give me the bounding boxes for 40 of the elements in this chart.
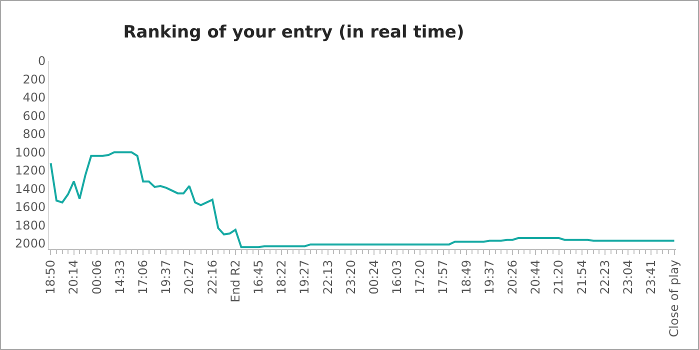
x-tick-label: 21:54 xyxy=(574,260,589,294)
x-tick-label: 18:50 xyxy=(44,260,58,294)
x-tick-label: 22:13 xyxy=(320,260,335,294)
x-tick-label: 21:20 xyxy=(552,260,566,294)
x-tick-label: 23:04 xyxy=(620,260,635,294)
y-tick-label: 400 xyxy=(22,90,46,105)
x-tick-label: 19:37 xyxy=(159,260,174,294)
x-tick-label: 20:27 xyxy=(182,260,196,294)
x-tick-label: 14:33 xyxy=(112,260,127,294)
x-tick-label: 18:49 xyxy=(459,260,474,294)
x-tick-label: 23:41 xyxy=(644,260,658,294)
y-tick-label: 1800 xyxy=(15,218,46,232)
y-tick-label: 0 xyxy=(38,54,46,68)
x-tick-label: Close of play xyxy=(667,260,682,338)
x-tick-label: End R2 xyxy=(228,260,242,302)
y-tick-label: 600 xyxy=(22,108,46,123)
x-tick-label: 00:24 xyxy=(366,260,381,294)
x-tick-label: 20:44 xyxy=(528,260,543,294)
x-tick-label: 00:06 xyxy=(90,260,104,294)
y-tick-label: 1200 xyxy=(15,164,46,178)
y-tick-label: 1600 xyxy=(15,200,46,214)
x-tick-label: 20:14 xyxy=(66,260,81,294)
y-tick-label: 800 xyxy=(22,127,46,142)
x-tick-label: 16:45 xyxy=(251,260,266,294)
x-tick-label: 19:37 xyxy=(482,260,496,294)
x-tick-label: 23:20 xyxy=(344,260,358,294)
x-tick-label: 16:03 xyxy=(390,260,404,294)
y-tick-label: 1000 xyxy=(15,145,46,160)
x-tick-label: 18:22 xyxy=(274,260,289,294)
x-tick-label: 22:23 xyxy=(598,260,612,294)
y-tick-label: 200 xyxy=(22,72,46,86)
x-tick-label: 17:06 xyxy=(136,260,150,294)
x-tick-label: 19:27 xyxy=(298,260,312,294)
x-tick-label: 20:26 xyxy=(506,260,520,294)
x-tick-label: 17:20 xyxy=(413,260,428,294)
x-tick-label: 17:57 xyxy=(436,260,450,294)
y-tick-label: 2000 xyxy=(15,236,46,251)
y-tick-label: 1400 xyxy=(15,182,46,196)
chart-title: Ranking of your entry (in real time) xyxy=(123,22,464,42)
x-tick-label: 22:16 xyxy=(205,260,220,294)
